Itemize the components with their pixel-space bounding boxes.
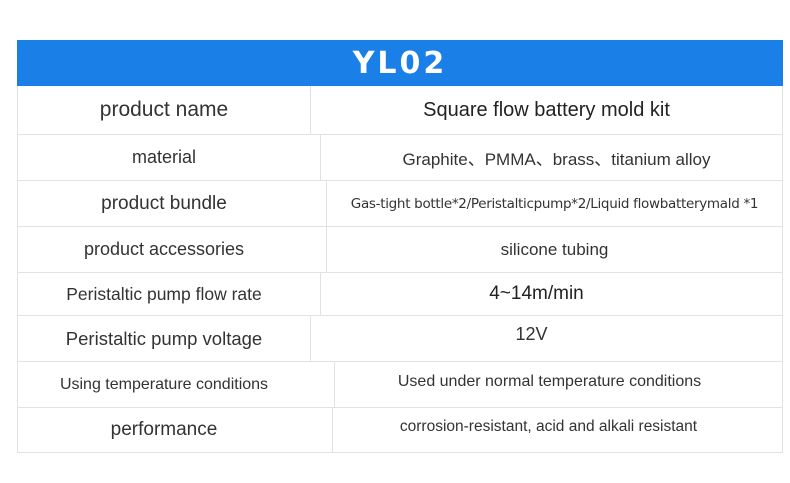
row-value: Graphite、PMMA、brass、titanium alloy [402,150,711,169]
row-value: 4~14m/min [489,283,584,304]
row-value: 12V [515,324,548,344]
row-label: product name [18,86,311,134]
row-label: Peristaltic pump voltage [18,316,311,361]
row-label: product bundle [18,181,327,226]
row-label: product accessories [18,227,327,272]
row-label: material [18,135,321,180]
table-row: material Graphite、PMMA、brass、titanium al… [17,135,783,181]
table-row: Peristaltic pump flow rate 4~14m/min [17,273,783,316]
model-title: YL02 [17,40,783,86]
table-row: product accessories silicone tubing [17,227,783,273]
row-value: Square flow battery mold kit [423,98,670,121]
row-value: Used under normal temperature conditions [397,372,702,390]
row-value: Gas-tight bottle*2/Peristalticpump*2/Liq… [350,195,759,212]
table-row: performance corrosion-resistant, acid an… [17,408,783,453]
spec-table: YL02 product name Square flow battery mo… [17,40,783,453]
row-label: Peristaltic pump flow rate [18,273,321,315]
table-row: Peristaltic pump voltage 12V [17,316,783,362]
row-value: silicone tubing [500,239,609,259]
row-label: performance [18,408,333,452]
table-row: Using temperature conditions Used under … [17,362,783,408]
table-row: product bundle Gas-tight bottle*2/Perist… [17,181,783,227]
row-value: corrosion-resistant, acid and alkali res… [399,418,698,435]
table-row: product name Square flow battery mold ki… [17,86,783,135]
row-label: Using temperature conditions [18,362,335,407]
